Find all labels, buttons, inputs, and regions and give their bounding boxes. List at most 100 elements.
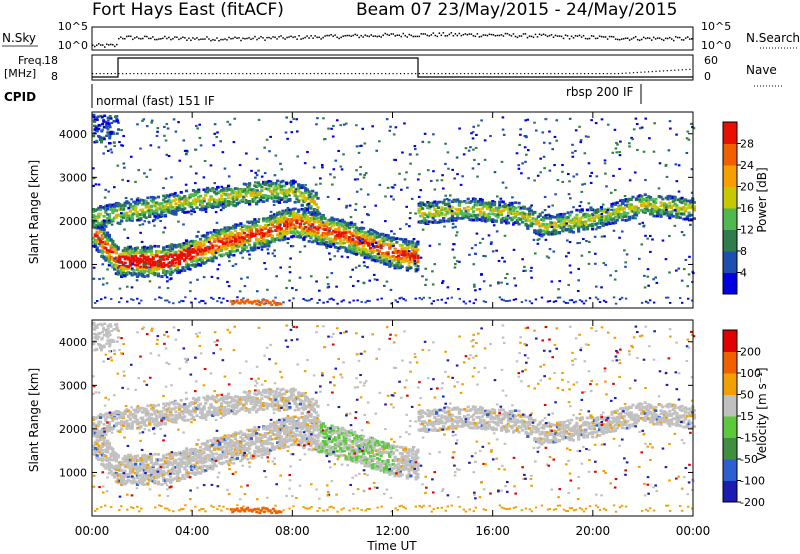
power-cell <box>398 257 402 261</box>
power-cell <box>284 191 289 194</box>
power-cell <box>381 243 385 247</box>
power-cell <box>501 208 505 212</box>
power-cell <box>186 203 190 207</box>
power-cell <box>144 264 147 267</box>
nsky-point <box>548 34 551 37</box>
power-cell <box>409 162 412 165</box>
power-cell <box>135 210 140 214</box>
power-cell <box>329 219 332 222</box>
nave-point <box>400 73 402 75</box>
power-cell <box>496 213 500 217</box>
power-cell <box>151 220 155 223</box>
power-cell <box>146 249 150 253</box>
nsearch-tick-bottom: 10^0 <box>701 39 731 52</box>
power-cell <box>314 193 318 197</box>
power-cell <box>110 121 114 125</box>
power-cell <box>575 224 579 228</box>
power-cell <box>468 253 471 256</box>
power-cell <box>664 206 668 209</box>
power-cell <box>269 222 273 226</box>
power-cell <box>194 182 197 185</box>
power-cell <box>290 211 294 215</box>
nsky-point <box>174 36 176 38</box>
power-cell <box>447 198 451 202</box>
nsky-point <box>104 46 106 48</box>
power-cell <box>421 228 425 231</box>
nsky-point <box>238 37 240 39</box>
power-cell <box>501 128 505 131</box>
power-cell <box>129 155 133 158</box>
power-cell <box>134 263 138 267</box>
power-cell <box>577 222 581 226</box>
power-cell <box>246 239 249 242</box>
power-cell <box>342 241 346 245</box>
power-cell <box>269 135 272 138</box>
power-cell <box>536 238 540 241</box>
power-cell <box>484 201 488 205</box>
power-cell <box>286 198 290 201</box>
nsky-point <box>554 34 557 37</box>
power-cell <box>331 183 334 186</box>
power-cell <box>567 283 570 287</box>
power-cell <box>300 207 304 211</box>
power-cell <box>585 239 588 243</box>
power-cell <box>188 268 192 271</box>
power-cell <box>209 197 213 201</box>
power-cell <box>104 211 108 214</box>
power-cell <box>269 184 273 187</box>
power-cell <box>288 197 292 201</box>
power-cell <box>269 233 273 237</box>
power-cell <box>567 193 571 196</box>
nave-point <box>584 73 586 75</box>
power-cell <box>305 229 310 232</box>
power-cell <box>478 212 483 216</box>
power-cell <box>141 254 145 257</box>
power-cell <box>237 195 241 198</box>
power-cell <box>314 215 318 219</box>
power-cell <box>471 137 475 140</box>
power-cell <box>612 229 616 232</box>
nave-point <box>535 73 537 75</box>
power-cell <box>288 229 292 233</box>
power-cell <box>688 255 691 258</box>
power-cell <box>622 207 626 210</box>
power-cell <box>683 203 688 206</box>
power-cell <box>463 200 467 203</box>
power-cell <box>419 204 423 208</box>
power-cell <box>360 221 364 224</box>
nsky-point <box>624 37 627 40</box>
power-cell <box>242 242 246 245</box>
power-cell <box>349 240 353 244</box>
power-cell <box>216 277 220 280</box>
power-cell <box>151 195 155 199</box>
power-cell <box>384 255 388 258</box>
power-cell <box>568 224 572 228</box>
power-cell <box>370 249 374 252</box>
power-cell <box>414 244 418 247</box>
power-cell <box>309 198 313 201</box>
power-cell <box>615 213 619 217</box>
power-cell <box>581 183 584 186</box>
nsky-point <box>608 35 611 38</box>
power-cell <box>184 263 189 267</box>
nsky-point <box>212 38 214 41</box>
power-cell <box>95 129 99 133</box>
nsky-point <box>112 44 114 46</box>
power-cell <box>279 223 282 226</box>
power-cell <box>232 242 236 246</box>
power-cell <box>141 223 145 226</box>
power-cell <box>162 248 166 252</box>
nsky-point <box>628 39 631 41</box>
power-cell <box>311 223 315 226</box>
power-cell <box>384 195 387 198</box>
power-cell <box>474 289 477 292</box>
power-cell <box>266 248 270 251</box>
power-cell <box>258 239 262 243</box>
power-cell <box>335 285 338 288</box>
power-cell <box>174 268 178 272</box>
power-cell <box>536 232 540 236</box>
power-cell <box>501 217 505 221</box>
power-cell <box>382 234 387 238</box>
nsky-point <box>668 36 671 39</box>
power-cell <box>123 166 126 169</box>
